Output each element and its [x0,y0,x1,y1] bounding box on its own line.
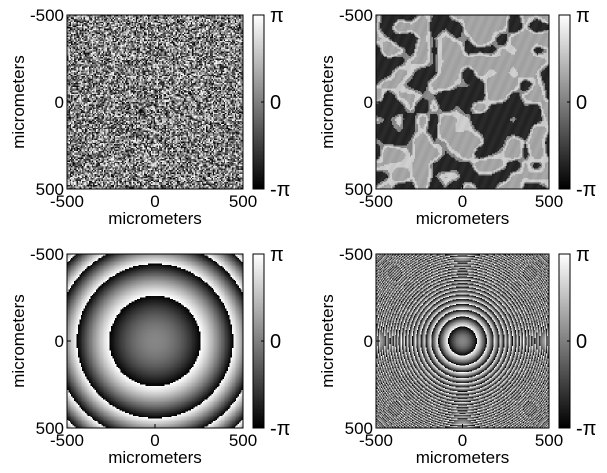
phase-map-1 [67,15,243,189]
y-axis-label: micrometers [9,294,28,388]
x-tick-label: -500 [50,192,84,211]
colorbar-tick-label: -π [270,418,290,440]
x-tick-label: -500 [50,431,84,450]
colorbar-tick-label: -π [576,418,596,440]
y-tick-label: -500 [30,6,64,25]
x-axis-label: micrometers [108,209,202,228]
colorbar-tick-label: π [270,5,284,27]
y-tick-label: 0 [364,93,373,112]
y-tick-label: -500 [30,245,64,264]
colorbar-tick-label: -π [576,179,596,201]
colorbar-tick-label: 0 [576,331,587,353]
colorbar [253,254,264,428]
y-tick-label: 0 [55,332,64,351]
x-axis-label: micrometers [416,209,510,228]
y-axis-label: micrometers [318,294,337,388]
y-tick-label: 500 [36,419,64,438]
phase-map-2 [376,15,549,189]
x-tick-label: 0 [458,192,467,211]
x-tick-label: -500 [359,431,393,450]
colorbar-tick-label: π [270,244,284,266]
x-tick-label: -500 [359,192,393,211]
colorbar-tick-label: 0 [270,92,281,114]
colorbar-tick-label: 0 [576,92,587,114]
y-tick-label: -500 [339,245,373,264]
x-tick-label: 0 [150,192,159,211]
y-tick-label: -500 [339,6,373,25]
colorbar-tick-label: -π [270,179,290,201]
y-tick-label: 0 [364,332,373,351]
colorbar [559,254,570,428]
y-tick-label: 500 [36,180,64,199]
x-tick-label: 500 [535,431,563,450]
x-tick-label: 500 [535,192,563,211]
y-axis-label: micrometers [9,55,28,149]
colorbar [559,15,570,189]
x-tick-label: 500 [229,192,257,211]
colorbar-tick-label: 0 [270,331,281,353]
x-tick-label: 0 [150,431,159,450]
colorbar-tick-label: π [576,5,590,27]
phase-map-4 [376,254,549,428]
x-axis-label: micrometers [108,448,202,467]
x-axis-label: micrometers [416,448,510,467]
x-tick-label: 0 [458,431,467,450]
y-axis-label: micrometers [318,55,337,149]
colorbar-tick-label: π [576,244,590,266]
colorbar [253,15,264,189]
phase-map-3 [67,254,243,428]
y-tick-label: 500 [345,180,373,199]
y-tick-label: 0 [55,93,64,112]
y-tick-label: 500 [345,419,373,438]
x-tick-label: 500 [229,431,257,450]
